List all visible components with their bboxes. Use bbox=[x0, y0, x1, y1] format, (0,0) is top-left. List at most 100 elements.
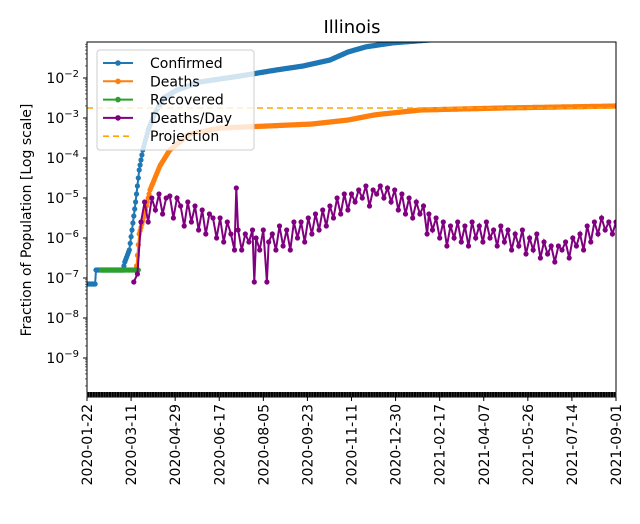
x-tick-label: 2020-06-17 bbox=[212, 404, 228, 485]
deaths-day-point bbox=[249, 227, 256, 233]
deaths-day-point bbox=[606, 219, 612, 225]
deaths-day-point bbox=[323, 223, 329, 229]
y-tick-base: 10 bbox=[46, 151, 64, 167]
confirmed-point bbox=[436, 42, 438, 43]
confirmed-point bbox=[437, 42, 439, 43]
y-tick-exponent: −4 bbox=[64, 149, 79, 160]
confirmed-point bbox=[455, 36, 460, 41]
deaths-day-point bbox=[588, 239, 594, 245]
confirmed-point bbox=[538, 34, 543, 39]
y-tick-exponent: −2 bbox=[64, 69, 79, 80]
confirmed-point bbox=[595, 34, 600, 39]
confirmed-point bbox=[546, 34, 551, 39]
deaths-day-point bbox=[426, 211, 432, 217]
confirmed-point bbox=[441, 37, 446, 42]
confirmed-point bbox=[589, 34, 594, 39]
deaths-day-point bbox=[257, 247, 263, 253]
confirmed-point bbox=[588, 34, 593, 39]
y-tick-base: 10 bbox=[46, 191, 64, 207]
deaths-day-point bbox=[188, 219, 194, 225]
confirmed-point bbox=[551, 34, 556, 39]
confirmed-point bbox=[568, 34, 573, 39]
confirmed-point bbox=[489, 35, 494, 40]
confirmed-point bbox=[586, 34, 591, 39]
confirmed-point bbox=[552, 34, 557, 39]
deaths-day-point bbox=[374, 191, 380, 197]
confirmed-point bbox=[555, 34, 560, 39]
deaths-day-point bbox=[359, 195, 365, 201]
deaths-day-point bbox=[224, 219, 230, 225]
confirmed-point bbox=[498, 35, 503, 40]
confirmed-point bbox=[502, 35, 507, 40]
y-tick-exponent: −3 bbox=[64, 109, 79, 120]
confirmed-point bbox=[461, 36, 466, 41]
y-tick-base: 10 bbox=[46, 351, 64, 367]
confirmed-point bbox=[585, 34, 590, 39]
confirmed-point bbox=[600, 34, 605, 39]
confirmed-point bbox=[507, 34, 512, 39]
deaths-day-point bbox=[309, 231, 315, 237]
deaths-day-point bbox=[494, 243, 500, 249]
deaths-day-point bbox=[356, 187, 362, 193]
legend-marker-deaths-day bbox=[115, 115, 121, 121]
confirmed-point bbox=[609, 33, 614, 38]
confirmed-point bbox=[599, 34, 604, 39]
confirmed-point bbox=[495, 35, 500, 40]
deaths-day-point bbox=[424, 231, 430, 237]
legend-label-deaths-day: Deaths/Day bbox=[150, 111, 232, 127]
deaths-point bbox=[145, 195, 151, 201]
confirmed-point bbox=[470, 35, 475, 40]
deaths-day-point bbox=[613, 219, 616, 225]
deaths-day-point bbox=[327, 203, 333, 209]
confirmed-point bbox=[478, 35, 483, 40]
confirmed-point bbox=[539, 34, 544, 39]
confirmed-point bbox=[612, 33, 617, 38]
confirmed-point bbox=[476, 35, 481, 40]
confirmed-point bbox=[601, 34, 606, 39]
deaths-day-point bbox=[591, 219, 598, 225]
x-tick-label: 2020-12-30 bbox=[389, 404, 405, 485]
deaths-day-point bbox=[469, 219, 475, 225]
confirmed-point bbox=[564, 34, 569, 39]
deaths-day-point bbox=[352, 199, 358, 205]
deaths-day-point bbox=[599, 215, 605, 221]
confirmed-point bbox=[578, 34, 583, 39]
y-tick-base: 10 bbox=[46, 111, 64, 127]
confirmed-point bbox=[591, 34, 596, 39]
deaths-day-point bbox=[537, 255, 544, 261]
deaths-day-point bbox=[131, 279, 137, 285]
confirmed-point bbox=[488, 35, 493, 40]
deaths-day-point bbox=[527, 235, 533, 241]
confirmed-point bbox=[499, 35, 504, 40]
confirmed-point bbox=[604, 34, 609, 39]
confirmed-point bbox=[598, 34, 603, 39]
confirmed-point bbox=[572, 34, 577, 39]
deaths-day-point bbox=[233, 185, 239, 191]
legend: Confirmed Deaths Recovered Deaths/Day Projec… bbox=[96, 49, 255, 151]
y-tick-base: 10 bbox=[46, 271, 64, 287]
confirmed-point bbox=[514, 34, 519, 39]
deaths-day-point bbox=[284, 227, 290, 233]
confirmed-point bbox=[451, 36, 456, 41]
deaths-day-point bbox=[228, 231, 234, 237]
confirmed-point bbox=[556, 34, 561, 39]
deaths-day-point bbox=[156, 191, 162, 197]
deaths-day-point bbox=[433, 215, 439, 221]
deaths-day-point bbox=[516, 243, 522, 249]
deaths-day-point bbox=[134, 271, 140, 277]
deaths-day-point bbox=[451, 235, 457, 241]
confirmed-point bbox=[506, 34, 511, 39]
confirmed-point bbox=[532, 34, 537, 39]
confirmed-point bbox=[569, 34, 574, 39]
confirmed-point bbox=[549, 34, 554, 39]
deaths-day-point bbox=[509, 247, 515, 253]
confirmed-point bbox=[452, 36, 457, 41]
confirmed-point bbox=[605, 34, 610, 39]
confirmed-point bbox=[503, 35, 508, 40]
confirmed-point bbox=[560, 34, 565, 39]
confirmed-point bbox=[452, 36, 457, 41]
deaths-day-point bbox=[447, 223, 454, 229]
confirmed-point bbox=[500, 35, 505, 40]
confirmed-point bbox=[518, 34, 523, 39]
confirmed-point bbox=[439, 37, 444, 42]
